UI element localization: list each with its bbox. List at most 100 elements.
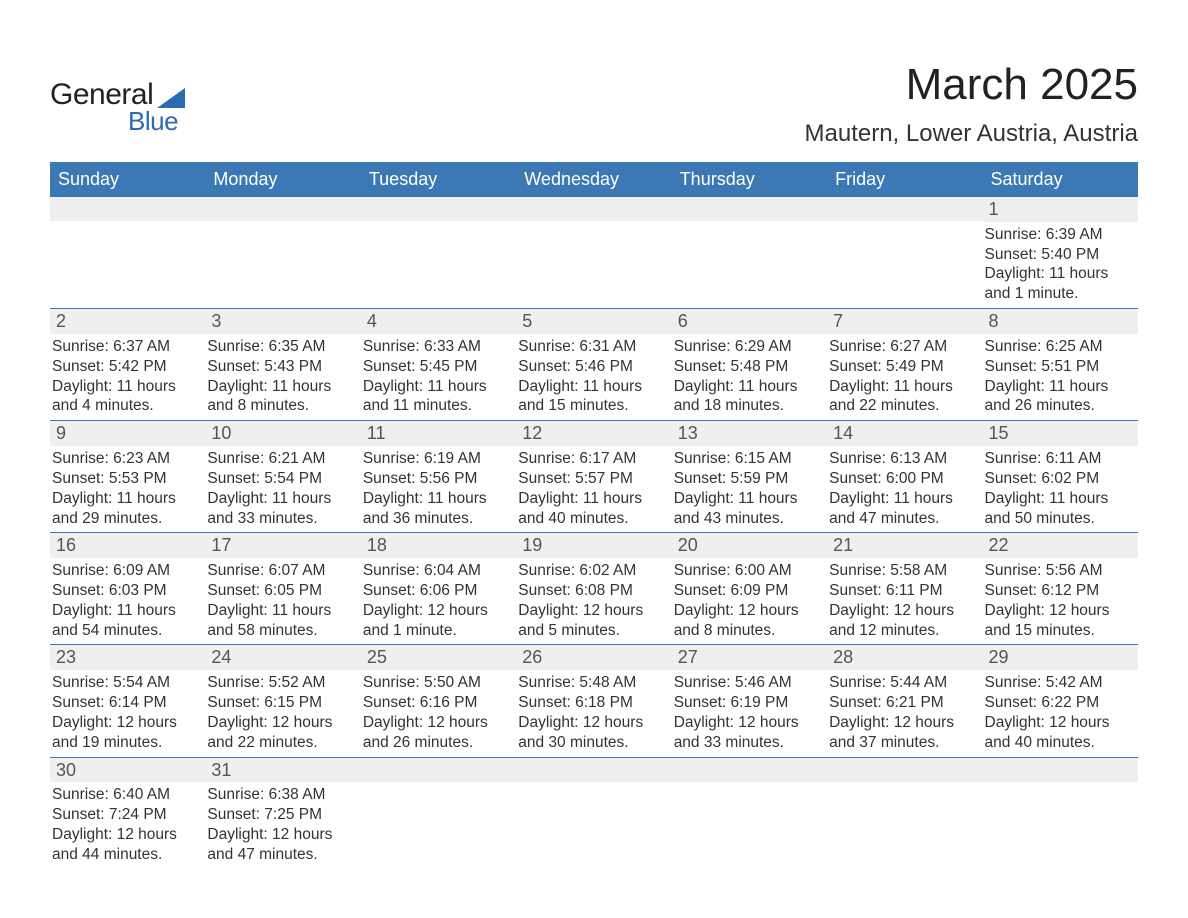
sunrise-text: Sunrise: 6:02 AM [518,561,669,581]
daylight-text: Daylight: 11 hours and 36 minutes. [363,489,514,529]
sunset-text: Sunset: 6:18 PM [518,693,669,713]
sunset-text: Sunset: 5:51 PM [985,357,1136,377]
week-row: 30Sunrise: 6:40 AMSunset: 7:24 PMDayligh… [50,757,1138,869]
sunset-text: Sunset: 7:24 PM [52,805,203,825]
sunrise-text: Sunrise: 6:37 AM [52,337,203,357]
day-number: 22 [983,533,1138,558]
sunrise-text: Sunrise: 6:09 AM [52,561,203,581]
day-cell: 1Sunrise: 6:39 AMSunset: 5:40 PMDaylight… [983,197,1138,308]
week-row: 16Sunrise: 6:09 AMSunset: 6:03 PMDayligh… [50,532,1138,644]
day-number: 21 [827,533,982,558]
daylight-text: Daylight: 12 hours and 26 minutes. [363,713,514,753]
day-cell [361,197,516,308]
title-block: March 2025 Mautern, Lower Austria, Austr… [805,60,1139,148]
day-number: 2 [50,309,205,334]
day-cell: 22Sunrise: 5:56 AMSunset: 6:12 PMDayligh… [983,533,1138,644]
sunrise-text: Sunrise: 6:13 AM [829,449,980,469]
dow-saturday: Saturday [983,162,1138,197]
day-number: 1 [983,197,1138,222]
sunset-text: Sunset: 5:40 PM [985,245,1136,265]
day-cell: 2Sunrise: 6:37 AMSunset: 5:42 PMDaylight… [50,309,205,420]
daylight-text: Daylight: 12 hours and 8 minutes. [674,601,825,641]
daylight-text: Daylight: 11 hours and 40 minutes. [518,489,669,529]
sunrise-text: Sunrise: 5:58 AM [829,561,980,581]
day-number [983,758,1138,782]
sunrise-text: Sunrise: 5:52 AM [207,673,358,693]
sunset-text: Sunset: 5:54 PM [207,469,358,489]
day-cell: 13Sunrise: 6:15 AMSunset: 5:59 PMDayligh… [672,421,827,532]
sunrise-text: Sunrise: 5:50 AM [363,673,514,693]
day-cell: 26Sunrise: 5:48 AMSunset: 6:18 PMDayligh… [516,645,671,756]
day-body: Sunrise: 5:48 AMSunset: 6:18 PMDaylight:… [516,670,671,756]
day-cell: 31Sunrise: 6:38 AMSunset: 7:25 PMDayligh… [205,758,360,869]
day-cell: 3Sunrise: 6:35 AMSunset: 5:43 PMDaylight… [205,309,360,420]
day-number [827,197,982,221]
sunset-text: Sunset: 5:53 PM [52,469,203,489]
sunset-text: Sunset: 6:09 PM [674,581,825,601]
day-number [516,197,671,221]
day-body: Sunrise: 6:29 AMSunset: 5:48 PMDaylight:… [672,334,827,420]
daylight-text: Daylight: 11 hours and 43 minutes. [674,489,825,529]
daylight-text: Daylight: 12 hours and 30 minutes. [518,713,669,753]
sunrise-text: Sunrise: 6:35 AM [207,337,358,357]
sunset-text: Sunset: 6:22 PM [985,693,1136,713]
day-cell: 8Sunrise: 6:25 AMSunset: 5:51 PMDaylight… [983,309,1138,420]
sunset-text: Sunset: 5:45 PM [363,357,514,377]
week-row: 23Sunrise: 5:54 AMSunset: 6:14 PMDayligh… [50,644,1138,756]
dow-monday: Monday [205,162,360,197]
day-of-week-header: Sunday Monday Tuesday Wednesday Thursday… [50,162,1138,197]
day-number [205,197,360,221]
day-number [361,197,516,221]
daylight-text: Daylight: 12 hours and 33 minutes. [674,713,825,753]
day-body: Sunrise: 6:09 AMSunset: 6:03 PMDaylight:… [50,558,205,644]
dow-tuesday: Tuesday [361,162,516,197]
sunrise-text: Sunrise: 6:19 AM [363,449,514,469]
day-cell: 19 Sunrise: 6:02 AMSunset: 6:08 PMDayligh… [516,533,671,644]
day-number: 12 [516,421,671,446]
daylight-text: Daylight: 12 hours and 19 minutes. [52,713,203,753]
daylight-text: Daylight: 12 hours and 40 minutes. [985,713,1136,753]
daylight-text: Daylight: 12 hours and 37 minutes. [829,713,980,753]
daylight-text: Daylight: 12 hours and 15 minutes. [985,601,1136,641]
dow-thursday: Thursday [672,162,827,197]
daylight-text: Daylight: 11 hours and 26 minutes. [985,377,1136,417]
sunset-text: Sunset: 6:21 PM [829,693,980,713]
day-cell [516,197,671,308]
sunrise-text: Sunrise: 5:48 AM [518,673,669,693]
daylight-text: Daylight: 12 hours and 5 minutes. [518,601,669,641]
daylight-text: Daylight: 11 hours and 18 minutes. [674,377,825,417]
day-cell: 17Sunrise: 6:07 AMSunset: 6:05 PMDayligh… [205,533,360,644]
sunrise-text: Sunrise: 6:31 AM [518,337,669,357]
week-row: 9Sunrise: 6:23 AMSunset: 5:53 PMDaylight… [50,420,1138,532]
sunset-text: Sunset: 6:19 PM [674,693,825,713]
week-row: 2Sunrise: 6:37 AMSunset: 5:42 PMDaylight… [50,308,1138,420]
day-number: 11 [361,421,516,446]
week-row: 1Sunrise: 6:39 AMSunset: 5:40 PMDaylight… [50,197,1138,308]
sunrise-text: Sunrise: 5:46 AM [674,673,825,693]
day-number: 15 [983,421,1138,446]
sunset-text: Sunset: 6:15 PM [207,693,358,713]
daylight-text: Daylight: 11 hours and 8 minutes. [207,377,358,417]
day-cell: 7Sunrise: 6:27 AMSunset: 5:49 PMDaylight… [827,309,982,420]
sunset-text: Sunset: 6:06 PM [363,581,514,601]
day-body: Sunrise: 6:31 AMSunset: 5:46 PMDaylight:… [516,334,671,420]
day-number: 27 [672,645,827,670]
day-body: Sunrise: 6:07 AMSunset: 6:05 PMDaylight:… [205,558,360,644]
daylight-text: Daylight: 11 hours and 1 minute. [985,264,1136,304]
day-cell: 16Sunrise: 6:09 AMSunset: 6:03 PMDayligh… [50,533,205,644]
day-number: 14 [827,421,982,446]
logo-triangle-icon [157,88,185,108]
day-number: 19 [516,533,671,558]
sunset-text: Sunset: 5:59 PM [674,469,825,489]
day-body: Sunrise: 6:13 AMSunset: 6:00 PMDaylight:… [827,446,982,532]
header: General Blue March 2025 Mautern, Lower A… [50,60,1138,148]
day-number: 18 [361,533,516,558]
day-number: 31 [205,758,360,783]
sunset-text: Sunset: 6:08 PM [518,581,669,601]
day-number [672,758,827,782]
daylight-text: Daylight: 11 hours and 11 minutes. [363,377,514,417]
day-number: 20 [672,533,827,558]
day-cell: 12Sunrise: 6:17 AMSunset: 5:57 PMDayligh… [516,421,671,532]
sunset-text: Sunset: 6:12 PM [985,581,1136,601]
daylight-text: Daylight: 11 hours and 50 minutes. [985,489,1136,529]
